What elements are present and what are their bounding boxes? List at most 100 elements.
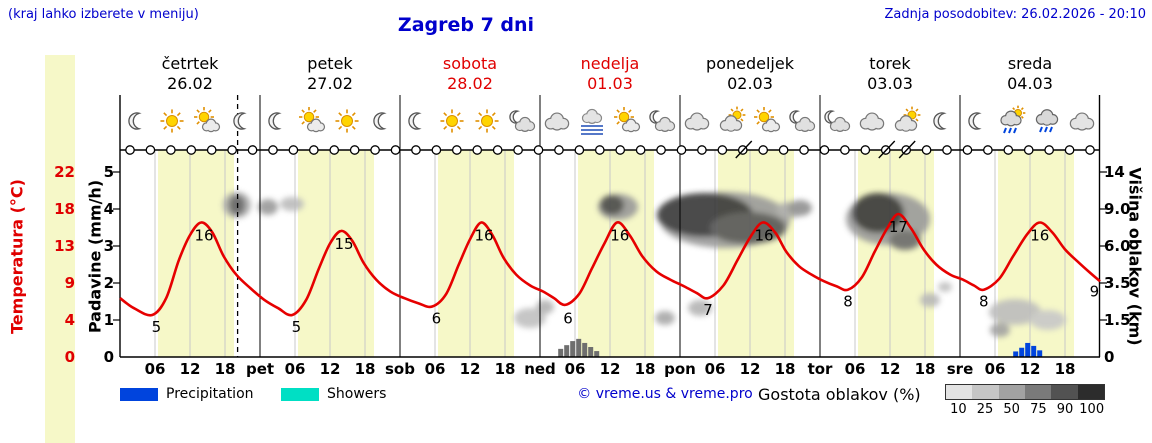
temp-axis-tick: 13 xyxy=(54,237,75,255)
precip-axis-tick: 5 xyxy=(103,163,114,181)
cloud-density-blob xyxy=(990,323,1010,337)
x-axis-label: 06 xyxy=(144,360,166,378)
precip-bar-gray xyxy=(576,338,582,357)
wind-calm-icon xyxy=(513,145,523,155)
precip-bar-blue xyxy=(1025,342,1031,357)
temp-axis-tick: 0 xyxy=(64,348,75,366)
x-axis-label: 18 xyxy=(914,360,936,378)
menu-hint: (kraj lahko izberete v meniju) xyxy=(8,7,199,22)
temperature-value-label: 15 xyxy=(334,235,353,253)
wind-calm-icon xyxy=(962,145,973,155)
cloud-density-gradient-bar xyxy=(945,384,1105,400)
x-axis-label: 06 xyxy=(844,360,866,378)
cloud-density-blob xyxy=(514,308,546,328)
x-axis-label: 06 xyxy=(704,360,726,378)
weather-icon-cloud-sun xyxy=(894,106,921,132)
precip-bar-blue xyxy=(1013,351,1019,357)
day-header: četrtek 26.02 xyxy=(161,54,219,93)
showers-legend-label: Showers xyxy=(327,386,387,402)
gradient-segment xyxy=(998,385,1025,399)
wind-calm-icon xyxy=(758,145,769,155)
precip-bar-gray xyxy=(588,347,594,357)
daylight-band xyxy=(298,150,374,357)
x-axis-label: 18 xyxy=(1054,360,1076,378)
wind-calm-icon xyxy=(431,145,442,155)
temperature-value-label: 8 xyxy=(843,293,853,311)
copyright-link[interactable]: © vreme.us & vreme.pro xyxy=(577,386,753,402)
cloud-density-title: Gostota oblakov (%) xyxy=(758,385,921,404)
temperature-value-label: 9 xyxy=(1090,282,1100,300)
cloud-density-blob xyxy=(280,197,304,211)
day-header: sreda 04.03 xyxy=(1007,54,1053,93)
wind-calm-icon xyxy=(656,145,666,155)
wind-calm-icon xyxy=(819,145,830,155)
wind-calm-icon xyxy=(860,145,871,155)
temperature-curve xyxy=(119,212,1101,317)
wind-calm-icon xyxy=(921,145,932,155)
gradient-segment xyxy=(1077,385,1104,399)
temperature-value-label: 16 xyxy=(474,226,493,244)
precip-bar-gray xyxy=(594,351,600,357)
day-header: torek 03.03 xyxy=(867,54,913,93)
cloud-axis-tick: 1.5 xyxy=(1104,311,1131,329)
x-axis-label: pon xyxy=(664,360,696,378)
precip-bar-gray xyxy=(564,345,570,357)
weather-icon-cloud-rain xyxy=(1035,109,1059,133)
wind-calm-icon xyxy=(370,145,380,155)
day-headers-row: četrtek 26.02 petek 27.02 sobota 28.02 nedelja… xyxy=(120,54,1100,96)
cloud-density-scale-value: 10 xyxy=(950,402,967,417)
cloud-density-blob xyxy=(710,212,786,244)
cloud-axis-tick: 14 xyxy=(1104,163,1125,181)
x-axis-label: 18 xyxy=(774,360,796,378)
cloud-axis-tick: 0 xyxy=(1104,348,1115,366)
wind-calm-icon xyxy=(1085,145,1095,155)
wind-barb-icon xyxy=(735,140,753,159)
weather-icon-moon xyxy=(268,112,282,130)
x-axis-label: 06 xyxy=(284,360,306,378)
x-axis-label: 06 xyxy=(424,360,446,378)
wind-calm-icon xyxy=(533,145,544,155)
weather-icon-cloud xyxy=(544,112,570,131)
weather-icon-sun-cloud xyxy=(614,107,641,133)
weather-icon-cloud-sun xyxy=(719,106,746,132)
temperature-value-label: 16 xyxy=(194,226,213,244)
precip-axis-tick: 1 xyxy=(103,311,114,329)
precip-bar-gray xyxy=(582,342,588,357)
wind-calm-icon xyxy=(983,145,993,155)
x-axis-label: sre xyxy=(946,360,974,378)
weather-icon-cloud-moon xyxy=(789,110,816,132)
weather-icon-cloud-moon xyxy=(824,110,851,132)
precipitation-legend-label: Precipitation xyxy=(166,386,254,402)
x-axis-label: tor xyxy=(807,360,833,378)
weather-icon-fog xyxy=(581,108,603,135)
wind-calm-icon xyxy=(288,145,299,155)
cloud-density-blob xyxy=(1030,310,1066,330)
meteogram-plot: 5 16 5 15 6 16 6 16 7 16 8 17 8 16 9 xyxy=(113,95,1107,358)
wind-calm-icon xyxy=(268,145,278,155)
gradient-segment xyxy=(946,385,973,399)
wind-calm-icon xyxy=(1044,145,1054,155)
precip-bar-blue xyxy=(1019,347,1025,357)
cloud-density-scale-value: 25 xyxy=(976,402,994,417)
weather-icon-sun xyxy=(475,109,499,133)
precip-axis-tick: 0 xyxy=(103,348,114,366)
x-axis-label: pet xyxy=(245,360,275,378)
x-axis-label: 18 xyxy=(354,360,376,378)
wind-calm-icon xyxy=(697,145,707,155)
gradient-segment xyxy=(1024,385,1052,399)
weather-icon-sun xyxy=(335,109,359,133)
wind-calm-icon xyxy=(186,145,197,155)
temperature-value-label: 16 xyxy=(1030,226,1049,244)
weather-icon-sun-cloud xyxy=(299,107,326,133)
temp-axis-tick: 9 xyxy=(64,274,75,292)
wind-calm-icon xyxy=(125,145,135,155)
x-axis-label: 12 xyxy=(879,360,901,378)
wind-calm-icon xyxy=(166,145,176,155)
x-axis-label: 12 xyxy=(179,360,201,378)
wind-calm-icon xyxy=(717,145,728,155)
cloud-density-blob xyxy=(600,195,624,215)
wind-calm-icon xyxy=(349,145,360,155)
precip-axis-tick: 3 xyxy=(103,237,114,255)
showers-swatch xyxy=(281,388,319,401)
